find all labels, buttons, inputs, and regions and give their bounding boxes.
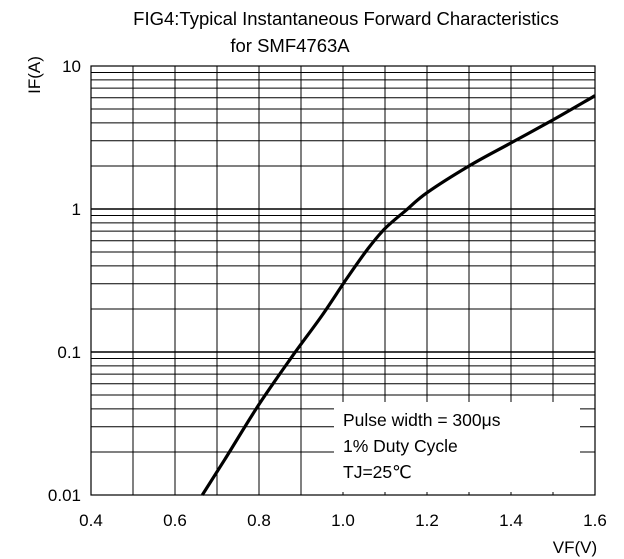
tick-labels: 0.4 0.6 0.8 1.0 1.2 1.4 1.6 0.01 0.1 1 10 [48, 57, 607, 530]
chart-title: FIG4:Typical Instantaneous Forward Chara… [133, 8, 559, 29]
x-tick-label: 1.6 [583, 511, 607, 530]
annotation-pulse-width: Pulse width = 300μs [343, 410, 501, 430]
y-tick-label: 10 [62, 57, 81, 76]
y-axis-label: IF(A) [25, 56, 44, 94]
y-tick-label: 0.01 [48, 486, 81, 505]
y-tick-label: 0.1 [57, 343, 81, 362]
x-tick-label: 0.4 [79, 511, 103, 530]
annotation-tj: TJ=25℃ [343, 462, 412, 482]
plot-frame [90, 65, 596, 496]
annotation-box [334, 402, 580, 492]
x-axis-label: VF(V) [553, 538, 597, 557]
x-tick-label: 0.8 [247, 511, 271, 530]
x-tick-label: 1.0 [331, 511, 355, 530]
x-tick-label: 1.4 [499, 511, 523, 530]
series-line [200, 94, 596, 496]
chart-subtitle: for SMF4763A [230, 35, 350, 56]
y-tick-label: 1 [72, 200, 81, 219]
annotation-duty-cycle: 1% Duty Cycle [343, 436, 458, 456]
x-tick-label: 1.2 [415, 511, 439, 530]
x-tick-label: 0.6 [163, 511, 187, 530]
